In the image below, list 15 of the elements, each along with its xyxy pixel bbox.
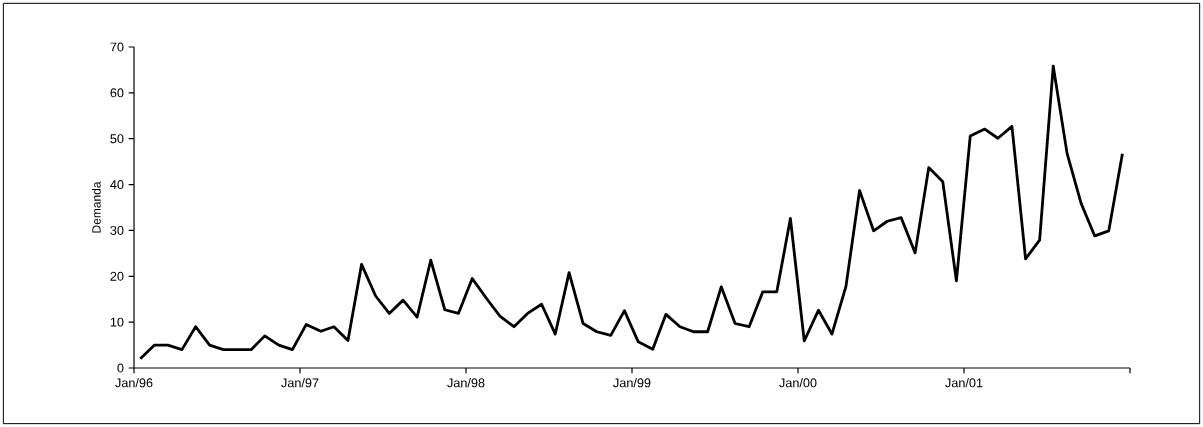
y-tick-label: 0 xyxy=(117,363,124,373)
x-tick-label: Jan/98 xyxy=(447,378,485,388)
x-tick-label: Jan/96 xyxy=(115,378,153,388)
y-axis-title: Demanda xyxy=(91,181,101,233)
y-tick-label: 10 xyxy=(110,317,124,327)
y-tick-label: 40 xyxy=(110,180,124,190)
y-tick-label: 60 xyxy=(110,88,124,98)
x-tick-label: Jan/01 xyxy=(945,378,983,388)
x-tick-label: Jan/00 xyxy=(779,378,817,388)
x-tick-label: Jan/99 xyxy=(613,378,651,388)
y-tick-label: 70 xyxy=(110,42,124,52)
y-tick-label: 30 xyxy=(110,225,124,235)
y-tick-label: 50 xyxy=(110,134,124,144)
x-tick-label: Jan/97 xyxy=(281,378,319,388)
y-tick-label: 20 xyxy=(110,271,124,281)
